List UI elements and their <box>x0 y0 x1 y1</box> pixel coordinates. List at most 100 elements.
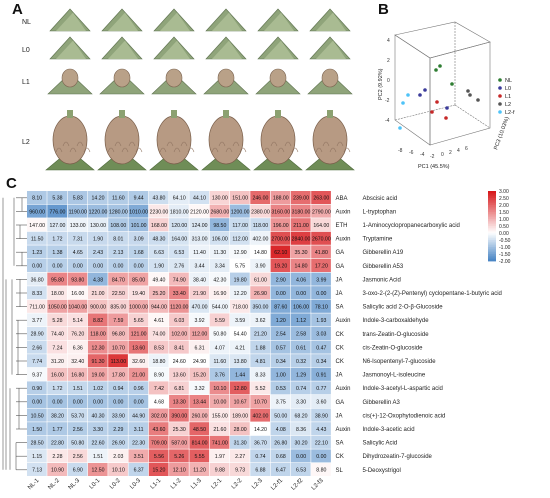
photo-row-label: L1 <box>22 79 30 86</box>
heatmap-cell <box>209 327 230 340</box>
heatmap-cell <box>270 299 291 313</box>
heatmap-cell-value: 0.57 <box>276 345 286 351</box>
heatmap-cell-value: 12.10 <box>173 468 186 474</box>
heatmap-cell <box>47 313 67 327</box>
plant-photo <box>97 110 147 171</box>
colorbar-swatch <box>488 210 496 213</box>
heatmap-cell-value: 5.83 <box>73 196 83 202</box>
heatmap-cell-value: 0.00 <box>296 291 306 297</box>
heatmap-cell-value: 48.50 <box>193 427 206 433</box>
heatmap-cell <box>128 218 149 232</box>
colorbar-swatch <box>488 219 496 222</box>
heatmap-cell <box>250 231 270 245</box>
heatmap-cell <box>169 245 189 259</box>
heatmap-cell-value: 239.00 <box>293 196 309 202</box>
heatmap-cell-value: 13.80 <box>234 359 247 365</box>
colorbar-swatch <box>488 245 496 248</box>
heatmap-row-group: CK <box>336 359 344 365</box>
heatmap-cell <box>230 435 250 449</box>
heatmap-cell-value: 16.80 <box>71 373 84 379</box>
colorbar-swatch <box>488 194 496 197</box>
heatmap-cell <box>270 422 291 436</box>
heatmap-cell <box>27 245 47 259</box>
heatmap-cell <box>290 313 311 327</box>
heatmap-cell <box>67 231 88 245</box>
heatmap-cell <box>27 435 47 449</box>
heatmap-cell-value: 98.50 <box>213 223 226 229</box>
heatmap-cell-value: 2.58 <box>296 332 306 338</box>
heatmap-cell <box>311 381 331 395</box>
heatmap-cell <box>128 463 149 476</box>
heatmap-cell-value: 35.30 <box>295 250 308 256</box>
heatmap-cell <box>189 381 210 395</box>
colorbar-swatch <box>488 198 496 201</box>
heatmap-cell-value: 0.74 <box>255 454 265 460</box>
heatmap-cell <box>230 449 250 463</box>
heatmap-cell-value: 4.81 <box>255 359 265 365</box>
heatmap-row-group: CK <box>336 454 344 460</box>
heatmap-row-name: Salicylic acid 2-O-β-Glucoside <box>363 305 444 311</box>
svg-text:4: 4 <box>387 38 390 44</box>
heatmap-cell <box>250 313 270 327</box>
heatmap-cell <box>270 313 291 327</box>
heatmap-cell-value: 2.28 <box>52 454 62 460</box>
heatmap-cell <box>67 367 88 381</box>
heatmap-cell-value: 1.90 <box>154 264 164 270</box>
heatmap-cell-value: 587.00 <box>171 441 187 447</box>
heatmap-cell-value: 1.20 <box>276 318 286 324</box>
heatmap-cell <box>87 435 108 449</box>
heatmap-cell-value: 12.30 <box>92 345 105 351</box>
heatmap-cell-value: 2790.00 <box>312 209 331 215</box>
pca-ylabel: PC2 (9.92%) <box>378 68 384 100</box>
plant-photo <box>205 36 247 60</box>
heatmap-cell <box>270 286 291 300</box>
heatmap-cell <box>47 381 67 395</box>
heatmap-cell-value: 42.30 <box>213 277 226 283</box>
colorbar-swatch <box>488 231 496 234</box>
heatmap-cell <box>311 231 331 245</box>
pca-point <box>423 88 427 92</box>
heatmap-cell-value: 2.13 <box>113 250 123 256</box>
heatmap-cell-value: 14.20 <box>254 427 267 433</box>
heatmap-cell-value: 6.03 <box>174 318 184 324</box>
heatmap-cell-value: 4.08 <box>276 427 286 433</box>
heatmap-cell <box>108 449 128 463</box>
heatmap-cell-value: 38.20 <box>51 413 64 419</box>
plant-photo <box>49 36 91 60</box>
heatmap-cell-value: 4.65 <box>73 250 83 256</box>
heatmap-cell <box>270 449 291 463</box>
heatmap-cell <box>128 327 149 340</box>
pca-legend-marker <box>498 102 502 106</box>
colorbar-swatch <box>488 213 496 216</box>
colorbar-swatch <box>488 199 496 202</box>
panel-label-a: A <box>12 1 23 18</box>
heatmap-cell-value: 1050.00 <box>48 305 67 311</box>
heatmap-cell-value: 1.00 <box>276 373 286 379</box>
heatmap-cell <box>189 299 210 313</box>
heatmap-cell-value: 544.00 <box>212 305 228 311</box>
heatmap-cell-value: 12.90 <box>234 250 247 256</box>
colorbar-swatch <box>488 208 496 211</box>
heatmap-cell-value: 900.00 <box>90 305 106 311</box>
heatmap-cell-value: 718.00 <box>232 305 248 311</box>
heatmap-cell <box>108 381 128 395</box>
heatmap-cell-value: 87.60 <box>274 305 287 311</box>
colorbar-swatch <box>488 222 496 225</box>
pca-legend-marker <box>498 86 502 90</box>
colorbar-swatch <box>488 191 496 194</box>
heatmap-cell <box>87 449 108 463</box>
heatmap-cell <box>27 286 47 300</box>
heatmap-cell <box>290 245 311 259</box>
heatmap-cell-value: 1.51 <box>73 386 83 392</box>
heatmap-cell <box>250 340 270 354</box>
heatmap-cell <box>169 367 189 381</box>
pca-legend-label: NL <box>505 78 512 84</box>
heatmap-cell-value: 1.93 <box>316 318 326 324</box>
heatmap-cell <box>169 272 189 286</box>
heatmap-cell-value: 470.00 <box>192 305 208 311</box>
heatmap-cell <box>108 327 128 340</box>
pca-legend-marker <box>498 94 502 98</box>
heatmap-cell-value: 4.06 <box>296 277 306 283</box>
heatmap-cell-value: 164.00 <box>313 223 329 229</box>
colorbar-swatch <box>488 252 496 255</box>
